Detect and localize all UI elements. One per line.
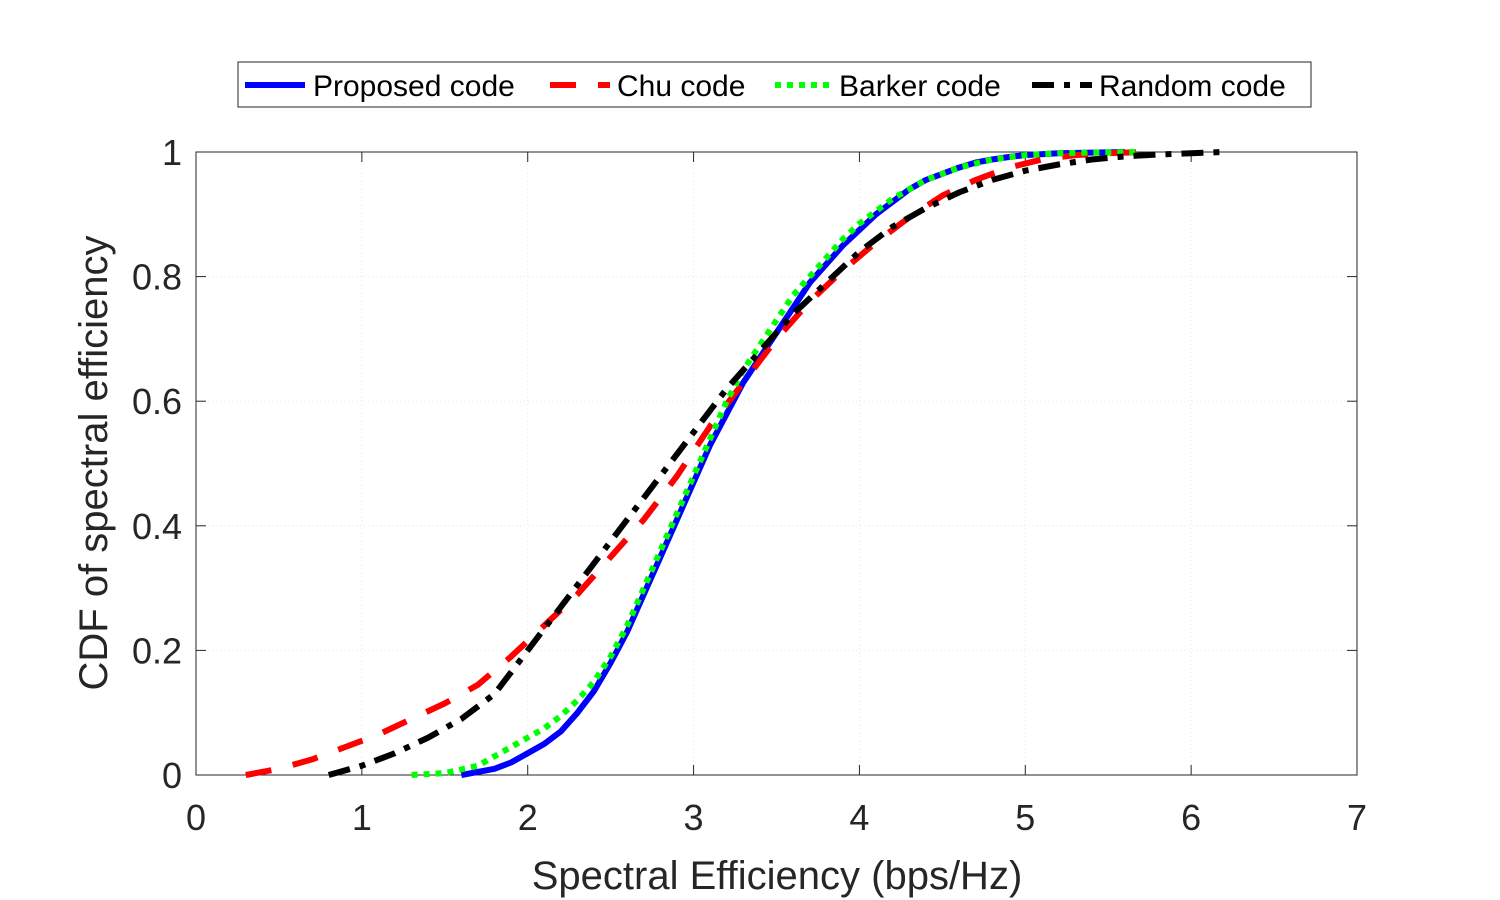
x-tick-label: 3 xyxy=(684,797,704,838)
x-tick-label: 0 xyxy=(186,797,206,838)
series-line-chu-code xyxy=(245,149,1142,778)
y-tick-label: 0.8 xyxy=(132,257,182,298)
series-line-proposed-code xyxy=(460,149,1125,778)
legend-label-random-code: Random code xyxy=(1099,70,1286,103)
x-tick-label: 5 xyxy=(1015,797,1035,838)
y-tick-label: 0 xyxy=(162,755,182,796)
y-tick-label: 0.4 xyxy=(132,506,182,547)
series-line-random-code xyxy=(327,149,1225,778)
y-tick-label: 1 xyxy=(162,132,182,173)
axis-ticks: 0 1 2 3 4 5 6 7 0 0.2 0.4 0.6 0.8 1 xyxy=(132,132,1367,838)
x-tick-label: 1 xyxy=(352,797,372,838)
y-tick-label: 0.2 xyxy=(132,630,182,671)
series-lines xyxy=(245,149,1225,778)
y-axis-title: CDF of spectral efficiency xyxy=(72,236,116,691)
x-tick-label: 6 xyxy=(1181,797,1201,838)
series-line-barker-code xyxy=(411,149,1142,778)
y-tick-label: 0.6 xyxy=(132,381,182,422)
x-tick-label: 4 xyxy=(849,797,869,838)
grid xyxy=(196,152,1357,775)
legend: Proposed code Chu code Barker code Random c… xyxy=(237,61,1312,108)
legend-label-proposed-code: Proposed code xyxy=(313,70,515,103)
x-tick-label: 7 xyxy=(1347,797,1367,838)
legend-box xyxy=(237,61,1312,108)
x-tick-label: 2 xyxy=(518,797,538,838)
plot-area xyxy=(195,151,1358,776)
x-axis-title: Spectral Efficiency (bps/Hz) xyxy=(532,854,1023,898)
legend-label-barker-code: Barker code xyxy=(839,70,1001,103)
legend-label-chu-code: Chu code xyxy=(617,70,745,103)
